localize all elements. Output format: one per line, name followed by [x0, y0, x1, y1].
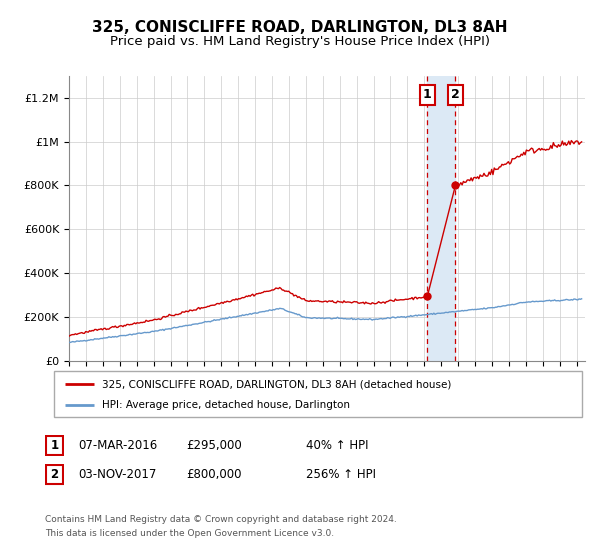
Text: £800,000: £800,000	[186, 468, 241, 482]
Text: Contains HM Land Registry data © Crown copyright and database right 2024.: Contains HM Land Registry data © Crown c…	[45, 515, 397, 524]
Text: 03-NOV-2017: 03-NOV-2017	[78, 468, 157, 482]
Text: 2: 2	[50, 468, 59, 482]
Text: 1: 1	[50, 438, 59, 452]
Text: 1: 1	[423, 88, 431, 101]
Text: £295,000: £295,000	[186, 438, 242, 452]
Text: 07-MAR-2016: 07-MAR-2016	[78, 438, 157, 452]
Text: 40% ↑ HPI: 40% ↑ HPI	[306, 438, 368, 452]
FancyBboxPatch shape	[46, 436, 63, 455]
Bar	[427, 76, 455, 361]
FancyBboxPatch shape	[46, 465, 63, 484]
Text: 325, CONISCLIFFE ROAD, DARLINGTON, DL3 8AH (detached house): 325, CONISCLIFFE ROAD, DARLINGTON, DL3 8…	[101, 379, 451, 389]
Text: 256% ↑ HPI: 256% ↑ HPI	[306, 468, 376, 482]
Text: HPI: Average price, detached house, Darlington: HPI: Average price, detached house, Darl…	[101, 400, 350, 410]
Text: 2: 2	[451, 88, 460, 101]
Text: Price paid vs. HM Land Registry's House Price Index (HPI): Price paid vs. HM Land Registry's House …	[110, 35, 490, 48]
Text: 325, CONISCLIFFE ROAD, DARLINGTON, DL3 8AH: 325, CONISCLIFFE ROAD, DARLINGTON, DL3 8…	[92, 20, 508, 35]
Text: This data is licensed under the Open Government Licence v3.0.: This data is licensed under the Open Gov…	[45, 529, 334, 538]
FancyBboxPatch shape	[54, 371, 582, 417]
